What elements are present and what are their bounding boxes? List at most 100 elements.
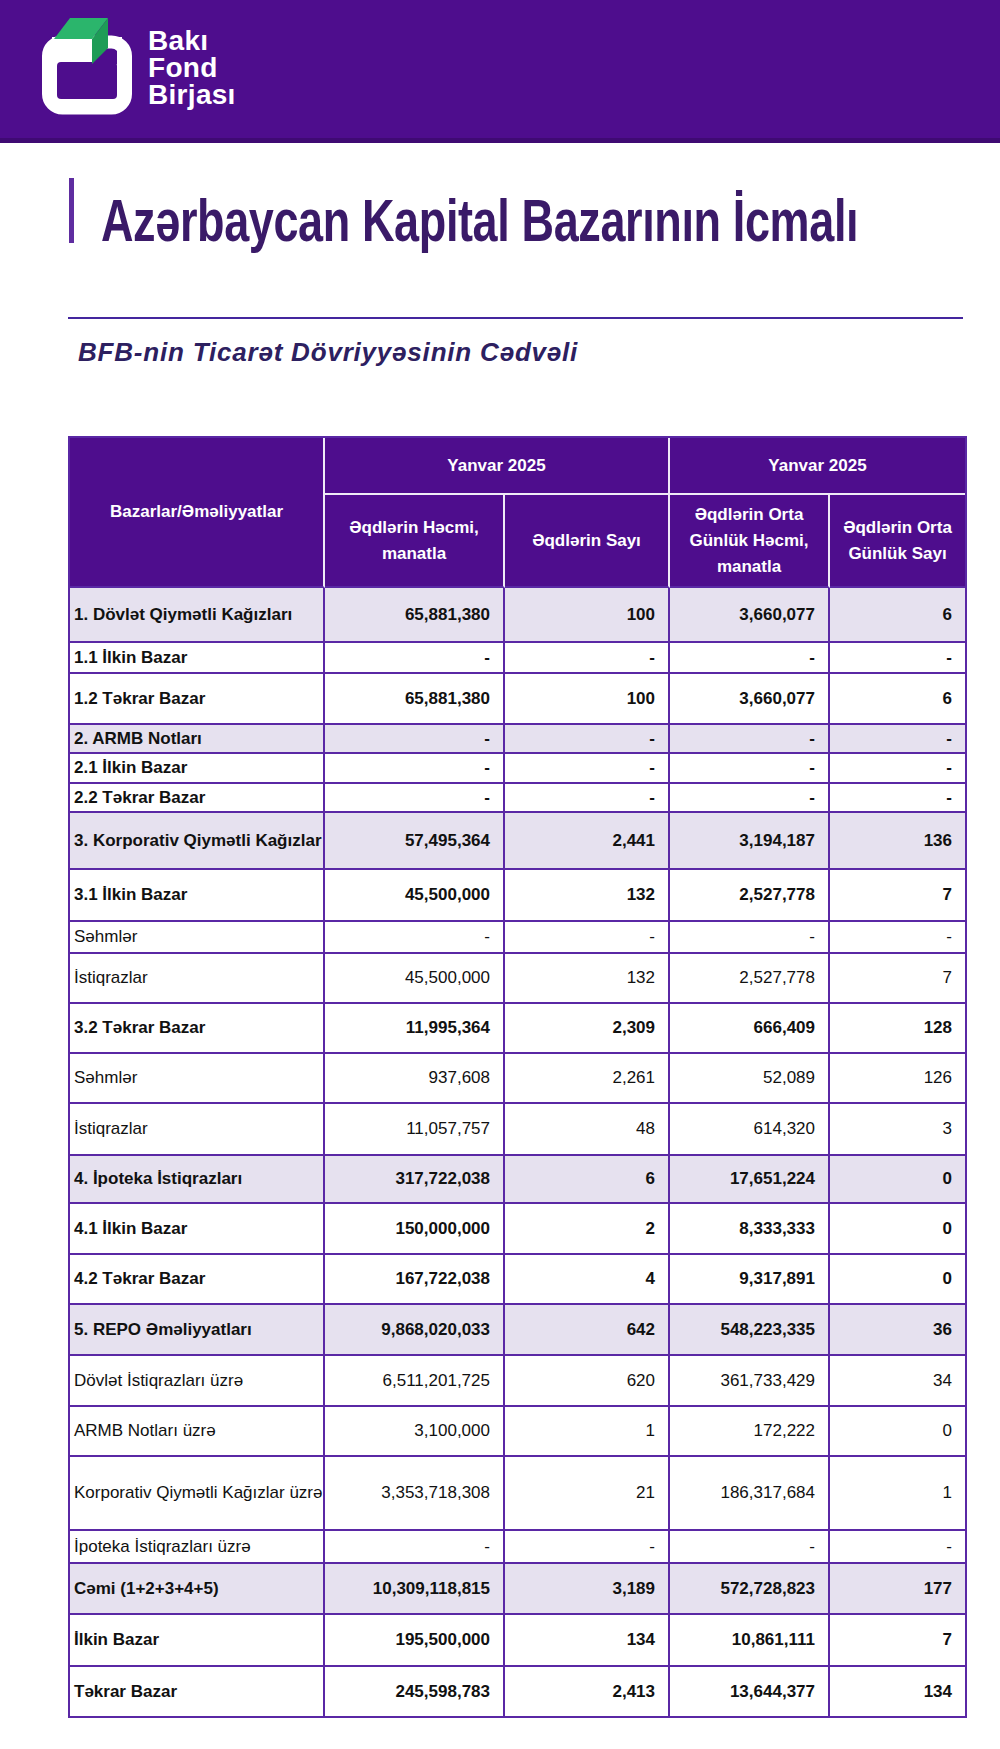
row-value: 3 bbox=[830, 1104, 965, 1156]
row-value: 7 bbox=[830, 870, 965, 922]
row-value: 45,500,000 bbox=[325, 870, 505, 922]
row-value: - bbox=[670, 754, 830, 784]
row-value: 2,261 bbox=[505, 1054, 670, 1104]
row-value: 65,881,380 bbox=[325, 674, 505, 725]
row-label: ARMB Notları üzrə bbox=[70, 1407, 325, 1457]
row-label: 1.1 İlkin Bazar bbox=[70, 643, 325, 674]
row-value: - bbox=[830, 784, 965, 813]
row-value: - bbox=[670, 1531, 830, 1564]
row-label: 1. Dövlət Qiymətli Kağızları bbox=[70, 588, 325, 643]
row-label: 3.2 Təkrar Bazar bbox=[70, 1004, 325, 1054]
row-value: 132 bbox=[505, 954, 670, 1004]
row-label: İpoteka İstiqrazları üzrə bbox=[70, 1531, 325, 1564]
brand-name: Bakı Fond Birjası bbox=[148, 27, 236, 108]
row-label: Korporativ Qiymətli Kağızlar üzrə bbox=[70, 1457, 325, 1531]
brand-banner: Bakı Fond Birjası bbox=[0, 0, 1000, 143]
row-value: 3,353,718,308 bbox=[325, 1457, 505, 1531]
row-value: 21 bbox=[505, 1457, 670, 1531]
row-value: 17,651,224 bbox=[670, 1156, 830, 1204]
row-value: - bbox=[670, 922, 830, 954]
row-value: 7 bbox=[830, 954, 965, 1004]
row-value: - bbox=[505, 784, 670, 813]
row-value: 9,868,020,033 bbox=[325, 1305, 505, 1356]
row-label: 4.2 Təkrar Bazar bbox=[70, 1255, 325, 1305]
row-label: 3. Korporativ Qiymətli Kağızlar bbox=[70, 813, 325, 870]
column-header-markets: Bazarlar/Əməliyyatlar bbox=[70, 438, 325, 588]
row-value: 1 bbox=[505, 1407, 670, 1457]
row-value: 8,333,333 bbox=[670, 1204, 830, 1255]
title-accent-bar bbox=[69, 178, 74, 243]
row-value: 128 bbox=[830, 1004, 965, 1054]
row-label: 2.1 İlkin Bazar bbox=[70, 754, 325, 784]
column-header: Əqdlərin Sayı bbox=[505, 495, 670, 588]
row-value: 126 bbox=[830, 1054, 965, 1104]
page-title: Azərbaycan Kapital Bazarının İcmalı bbox=[101, 186, 858, 255]
row-value: 132 bbox=[505, 870, 670, 922]
row-value: - bbox=[830, 643, 965, 674]
row-value: - bbox=[325, 784, 505, 813]
row-value: 2,413 bbox=[505, 1667, 670, 1716]
row-value: - bbox=[830, 922, 965, 954]
row-value: 65,881,380 bbox=[325, 588, 505, 643]
row-value: 0 bbox=[830, 1156, 965, 1204]
row-value: 48 bbox=[505, 1104, 670, 1156]
row-value: 195,500,000 bbox=[325, 1615, 505, 1667]
row-value: 100 bbox=[505, 588, 670, 643]
row-value: - bbox=[505, 725, 670, 754]
row-label: İstiqrazlar bbox=[70, 954, 325, 1004]
row-value: 3,660,077 bbox=[670, 588, 830, 643]
row-value: 2,441 bbox=[505, 813, 670, 870]
column-header: Əqdlərin OrtaGünlük Sayı bbox=[830, 495, 965, 588]
row-value: 572,728,823 bbox=[670, 1564, 830, 1615]
row-value: 177 bbox=[830, 1564, 965, 1615]
row-value: 0 bbox=[830, 1407, 965, 1457]
row-value: - bbox=[670, 784, 830, 813]
row-value: 1 bbox=[830, 1457, 965, 1531]
row-value: - bbox=[325, 922, 505, 954]
row-value: 36 bbox=[830, 1305, 965, 1356]
row-value: 6 bbox=[830, 588, 965, 643]
column-header: Əqdlərin Həcmi,manatla bbox=[325, 495, 505, 588]
row-value: - bbox=[505, 1531, 670, 1564]
row-value: 167,722,038 bbox=[325, 1255, 505, 1305]
row-value: 9,317,891 bbox=[670, 1255, 830, 1305]
row-value: 620 bbox=[505, 1356, 670, 1407]
row-value: 172,222 bbox=[670, 1407, 830, 1457]
row-label: 5. REPO Əməliyyatları bbox=[70, 1305, 325, 1356]
row-value: 52,089 bbox=[670, 1054, 830, 1104]
row-value: 642 bbox=[505, 1305, 670, 1356]
group-header-1: Yanvar 2025 bbox=[670, 438, 965, 495]
row-value: 6,511,201,725 bbox=[325, 1356, 505, 1407]
row-value: 11,057,757 bbox=[325, 1104, 505, 1156]
row-value: 614,320 bbox=[670, 1104, 830, 1156]
row-value: - bbox=[325, 754, 505, 784]
row-label: Səhmlər bbox=[70, 1054, 325, 1104]
row-value: - bbox=[830, 725, 965, 754]
row-value: - bbox=[505, 922, 670, 954]
row-value: 0 bbox=[830, 1204, 965, 1255]
row-value: 7 bbox=[830, 1615, 965, 1667]
row-label: 2.2 Təkrar Bazar bbox=[70, 784, 325, 813]
row-value: 3,194,187 bbox=[670, 813, 830, 870]
row-value: 245,598,783 bbox=[325, 1667, 505, 1716]
section-title: BFB-nin Ticarət Dövriyyəsinin Cədvəli bbox=[78, 337, 578, 368]
row-value: 2,309 bbox=[505, 1004, 670, 1054]
row-value: 57,495,364 bbox=[325, 813, 505, 870]
row-value: - bbox=[830, 1531, 965, 1564]
row-value: 150,000,000 bbox=[325, 1204, 505, 1255]
row-label: 1.2 Təkrar Bazar bbox=[70, 674, 325, 725]
row-label: Dövlət İstiqrazları üzrə bbox=[70, 1356, 325, 1407]
row-value: - bbox=[830, 754, 965, 784]
row-value: 3,100,000 bbox=[325, 1407, 505, 1457]
row-value: 10,309,118,815 bbox=[325, 1564, 505, 1615]
banner-shade bbox=[0, 138, 1000, 143]
row-label: Səhmlər bbox=[70, 922, 325, 954]
row-value: 666,409 bbox=[670, 1004, 830, 1054]
group-header-0: Yanvar 2025 bbox=[325, 438, 670, 495]
divider-rule bbox=[68, 317, 963, 319]
row-value: - bbox=[325, 1531, 505, 1564]
column-header: Əqdlərin OrtaGünlük Həcmi,manatla bbox=[670, 495, 830, 588]
row-value: 6 bbox=[830, 674, 965, 725]
row-value: 186,317,684 bbox=[670, 1457, 830, 1531]
row-value: 134 bbox=[505, 1615, 670, 1667]
